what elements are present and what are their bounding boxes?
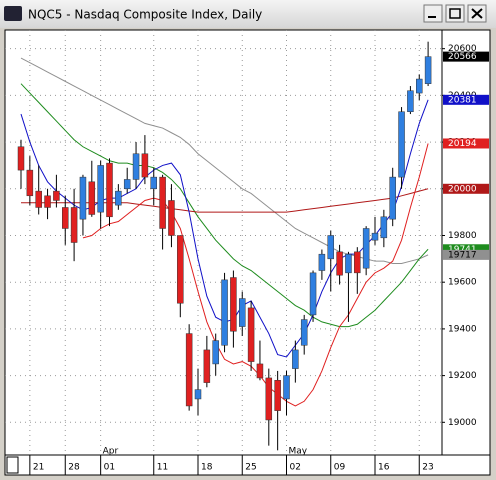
candle-body — [194, 389, 202, 400]
candle-body — [283, 375, 290, 400]
price-tag: 20000 — [448, 184, 477, 194]
maximize-button[interactable] — [445, 4, 465, 23]
candle-body — [247, 307, 255, 362]
candle-body — [53, 190, 60, 201]
y-tick-label: 19400 — [448, 324, 477, 334]
candle-body — [327, 235, 334, 260]
corner-box[interactable] — [6, 456, 19, 474]
candle-body — [318, 253, 326, 271]
candle-body — [380, 216, 388, 239]
y-tick-label: 19000 — [448, 418, 477, 428]
candle-body — [371, 232, 379, 241]
candle-body — [123, 179, 131, 190]
x-tick-label: 16 — [378, 463, 390, 473]
candle-body — [35, 190, 42, 208]
price-tag-box — [443, 94, 489, 105]
candle-body — [389, 176, 396, 220]
candle-body — [221, 279, 228, 346]
month-label: Apr — [103, 447, 119, 457]
title-bar — [0, 0, 496, 28]
candle-body — [274, 380, 281, 411]
candle-body — [132, 153, 140, 180]
price-tag-box — [443, 183, 489, 194]
last-price-tag-box — [443, 51, 489, 62]
x-tick-label: 28 — [68, 463, 80, 473]
candle-body — [141, 153, 149, 178]
candle-body — [97, 165, 104, 213]
x-tick-label: 11 — [157, 463, 168, 473]
candle-body — [17, 146, 25, 171]
month-label: May — [289, 447, 308, 457]
price-tag-box — [443, 249, 489, 260]
candle-body — [79, 176, 87, 220]
y-tick-label: 19200 — [448, 371, 477, 381]
price-tag-box — [443, 138, 489, 149]
moving-average-line — [20, 83, 429, 328]
candle-body — [70, 207, 78, 243]
last-price-tag: 20566 — [448, 52, 477, 62]
x-tick-label: 23 — [422, 463, 433, 473]
candle-body — [292, 349, 299, 369]
candle-body — [336, 251, 343, 276]
x-tick-label: 02 — [290, 463, 301, 473]
x-tick-label: 21 — [33, 463, 44, 473]
candle-body — [44, 195, 51, 208]
price-tag: 19717 — [448, 250, 477, 260]
candle-body — [212, 340, 219, 365]
candle-body — [115, 190, 122, 206]
candle-body — [177, 235, 184, 304]
moving-average-line — [82, 143, 429, 407]
candle-body — [362, 228, 370, 269]
candle-body — [106, 162, 113, 218]
x-tick-label: 09 — [334, 463, 346, 473]
candle-body — [256, 363, 264, 379]
candle-body — [203, 349, 211, 383]
candle-body — [300, 319, 308, 346]
candle-body — [309, 272, 317, 316]
plot-area — [4, 29, 443, 456]
candle-body — [62, 207, 69, 229]
candle-body — [26, 169, 34, 197]
x-tick-label: 18 — [201, 463, 213, 473]
price-tag: 19741 — [448, 245, 477, 255]
candle-body — [265, 377, 273, 421]
x-tick-label: 25 — [245, 463, 256, 473]
candle-body — [407, 90, 414, 112]
candle-body — [185, 333, 193, 407]
price-tag-box — [443, 244, 489, 255]
candle-body — [88, 181, 96, 215]
y-tick-label: 19600 — [448, 278, 477, 288]
x-tick-label: 01 — [104, 463, 115, 473]
candle-body — [398, 111, 405, 178]
candle-body — [345, 253, 352, 274]
candle-body — [150, 176, 157, 190]
price-tag: 20381 — [448, 95, 477, 105]
close-button[interactable] — [467, 4, 487, 23]
candle-body — [230, 277, 237, 332]
price-tag: 20194 — [448, 139, 477, 149]
window-title: NQC5 - Nasdaq Composite Index, Daily — [28, 8, 262, 22]
minimize-button[interactable] — [423, 4, 443, 23]
candle-body — [168, 200, 175, 236]
x-axis-area — [4, 454, 491, 476]
y-tick-label: 19800 — [448, 231, 477, 241]
candle-body — [424, 56, 432, 84]
candle-body — [159, 176, 166, 229]
candle-body — [416, 78, 423, 94]
candle-body — [354, 251, 361, 274]
candle-body — [239, 298, 246, 327]
app-icon — [4, 6, 22, 21]
y-tick-label: 20600 — [448, 44, 477, 54]
